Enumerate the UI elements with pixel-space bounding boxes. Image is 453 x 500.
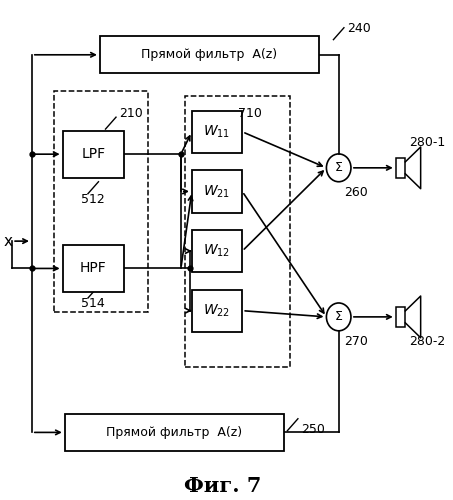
Text: 280-2: 280-2 xyxy=(409,335,445,348)
Text: x: x xyxy=(3,234,12,248)
Bar xyxy=(395,158,405,178)
FancyBboxPatch shape xyxy=(192,290,242,332)
Text: 512: 512 xyxy=(82,192,105,205)
Text: HPF: HPF xyxy=(80,262,106,276)
Text: $\Sigma$: $\Sigma$ xyxy=(334,310,343,324)
Text: Прямой фильтр  A(z): Прямой фильтр A(z) xyxy=(106,426,242,439)
Text: $W_{12}$: $W_{12}$ xyxy=(203,243,231,260)
Text: 210: 210 xyxy=(120,106,143,120)
Text: 260: 260 xyxy=(344,186,368,199)
Text: $\Sigma$: $\Sigma$ xyxy=(334,162,343,174)
Text: 250: 250 xyxy=(301,423,325,436)
Text: Фиг. 7: Фиг. 7 xyxy=(184,476,261,496)
FancyBboxPatch shape xyxy=(192,110,242,153)
FancyBboxPatch shape xyxy=(65,414,284,451)
FancyBboxPatch shape xyxy=(100,36,319,74)
Text: $W_{21}$: $W_{21}$ xyxy=(203,183,231,200)
Text: 514: 514 xyxy=(82,297,105,310)
FancyBboxPatch shape xyxy=(63,130,124,178)
FancyBboxPatch shape xyxy=(63,245,124,292)
Text: 270: 270 xyxy=(344,336,368,348)
Bar xyxy=(395,307,405,327)
Text: $W_{11}$: $W_{11}$ xyxy=(203,124,231,140)
Text: 240: 240 xyxy=(347,22,371,35)
Text: $W_{22}$: $W_{22}$ xyxy=(203,302,231,319)
FancyBboxPatch shape xyxy=(192,170,242,212)
Text: Прямой фильтр  A(z): Прямой фильтр A(z) xyxy=(141,48,277,62)
Text: 280-1: 280-1 xyxy=(409,136,445,149)
FancyBboxPatch shape xyxy=(192,230,242,272)
Text: LPF: LPF xyxy=(81,147,105,161)
Text: 710: 710 xyxy=(238,106,262,120)
